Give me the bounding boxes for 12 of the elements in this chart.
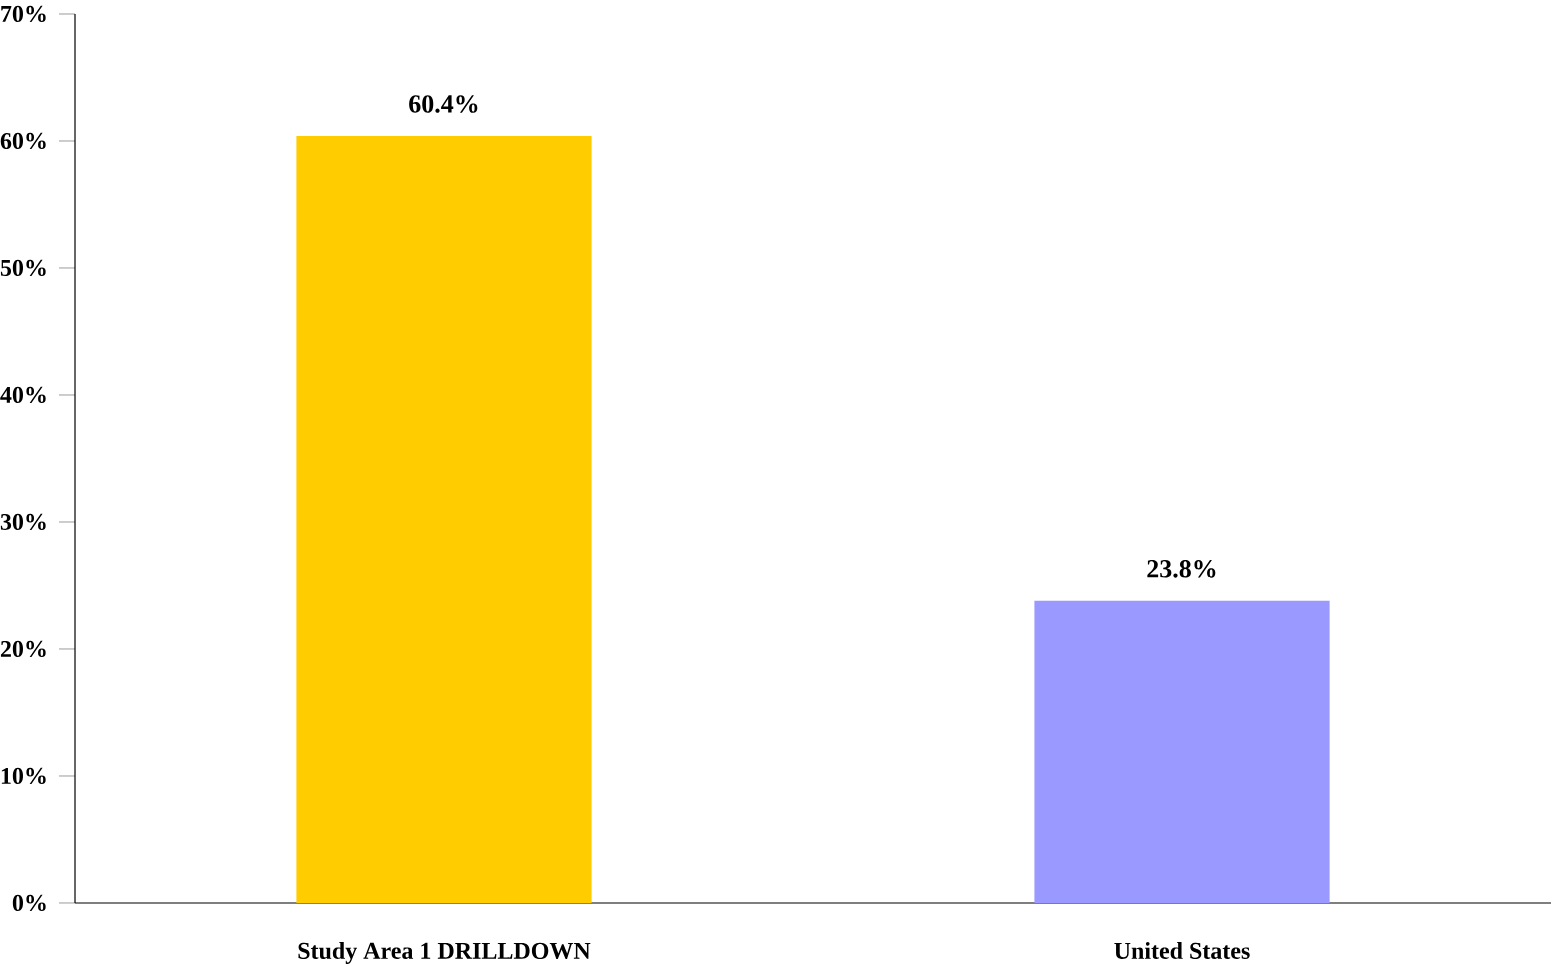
y-tick-label: 50% <box>0 259 46 277</box>
data-label: 23.8% <box>1147 560 1216 578</box>
x-tick-label: Study Area 1 DRILLDOWN <box>298 942 591 964</box>
y-tick-label: 0% <box>12 894 46 912</box>
y-tick-label: 20% <box>0 640 46 658</box>
y-tick-label: 40% <box>0 386 46 404</box>
y-tick-label: 30% <box>0 513 46 531</box>
x-tick-label: United States <box>1114 942 1250 959</box>
data-label: 60.4% <box>409 95 478 113</box>
y-tick-label: 10% <box>1 767 46 785</box>
y-tick-label: 70% <box>1 5 46 23</box>
y-tick-label: 60% <box>0 132 46 150</box>
